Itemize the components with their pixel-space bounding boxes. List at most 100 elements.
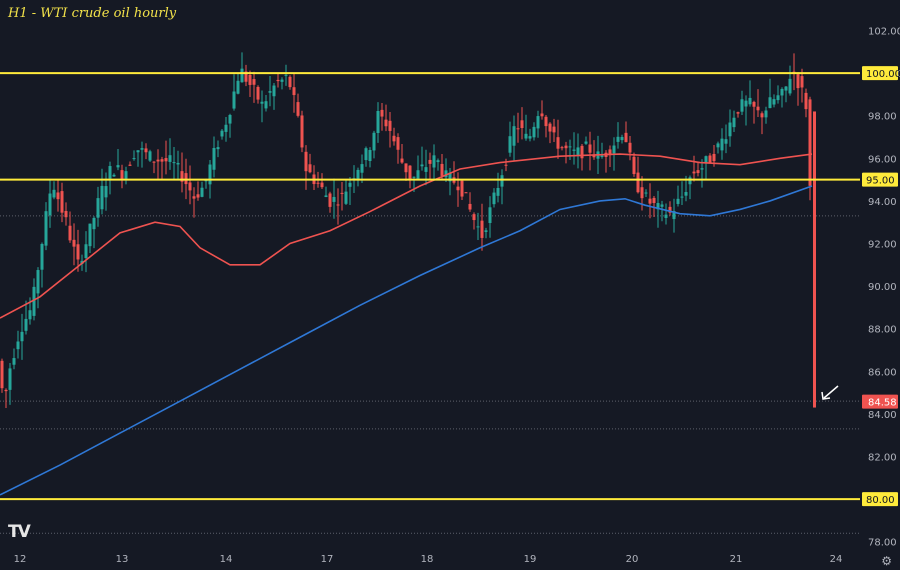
x-tick-label: 14	[220, 554, 233, 565]
candle-body	[380, 109, 384, 117]
candle-body	[12, 358, 16, 365]
candle-body	[512, 126, 516, 146]
candle-body	[360, 164, 364, 173]
candle-body	[236, 80, 240, 94]
candle-body	[580, 145, 584, 159]
candle-body	[524, 133, 528, 139]
candle-body	[148, 151, 152, 161]
tradingview-logo: TV	[8, 522, 31, 542]
candle-body	[560, 147, 564, 149]
candle-body	[712, 153, 716, 162]
candle-body	[728, 122, 732, 137]
candle-body	[112, 174, 116, 177]
candle-body	[692, 171, 696, 174]
candle-body	[32, 286, 36, 316]
last-price-tag-text: 84.58	[868, 398, 897, 409]
candle-body	[44, 211, 48, 246]
price-tags: 100.00 95.00 80.00 84.58	[862, 66, 900, 507]
candle-body	[400, 158, 404, 163]
candle-body	[292, 87, 296, 96]
candle-body	[808, 99, 812, 186]
candle-body	[420, 164, 424, 167]
candle-body	[744, 100, 748, 107]
x-tick-label: 21	[730, 554, 743, 565]
candle-body	[720, 138, 724, 151]
candle-body	[168, 155, 172, 162]
candle-body	[264, 101, 268, 109]
candle-body	[392, 135, 396, 142]
candle-body	[408, 165, 412, 179]
candle-body	[488, 207, 492, 224]
y-tick-label: 82.00	[868, 453, 897, 464]
candle-body	[56, 192, 60, 200]
candle-body	[252, 79, 256, 85]
candle-body	[480, 220, 484, 238]
level-price-tag-text: 80.00	[866, 495, 895, 506]
candle-body	[248, 74, 252, 85]
candle-body	[624, 132, 628, 143]
x-tick-label: 24	[830, 554, 843, 565]
candle-body	[280, 79, 284, 82]
candle-body	[364, 148, 368, 161]
candle-body	[600, 155, 604, 157]
level-price-tag	[862, 492, 898, 507]
candle-body	[132, 158, 136, 160]
candle-body	[756, 106, 760, 111]
y-tick-label: 92.00	[868, 240, 897, 251]
candle-body	[96, 198, 100, 218]
candle-body	[432, 155, 436, 168]
candle-body	[616, 136, 620, 142]
level-price-tag	[862, 172, 898, 187]
time-axis[interactable]: 12 13 14 17 18 19 20 21 24	[14, 554, 843, 565]
candle-body	[704, 156, 708, 164]
candle-body	[76, 244, 80, 260]
candle-body	[496, 187, 500, 196]
candle-body	[232, 91, 236, 109]
candle-body	[84, 244, 88, 258]
x-tick-label: 12	[14, 554, 27, 565]
candle-body	[212, 147, 216, 170]
candle-body	[296, 102, 300, 116]
candle-body	[500, 175, 504, 187]
candle-body	[748, 97, 752, 105]
x-tick-label: 18	[421, 554, 434, 565]
candle-body	[144, 148, 148, 153]
candle-body	[240, 68, 244, 83]
candle-body	[684, 192, 688, 196]
candle-body	[576, 147, 580, 155]
y-tick-label: 84.00	[868, 410, 897, 421]
candle-body	[308, 164, 312, 173]
candle-body	[160, 159, 164, 162]
candle-body	[348, 182, 352, 187]
candle-body	[516, 128, 520, 130]
candle-body	[288, 76, 292, 88]
candle-body	[316, 182, 320, 184]
candle-body	[384, 119, 388, 127]
y-tick-label: 102.00	[868, 27, 900, 38]
x-tick-label: 19	[524, 554, 537, 565]
candle-body	[40, 243, 44, 270]
candle-body	[464, 192, 468, 194]
candle-body	[104, 186, 108, 198]
candle-body	[468, 203, 472, 210]
settings-gear-icon[interactable]: ⚙	[881, 554, 892, 568]
candle-body	[592, 155, 596, 158]
last-price-tag	[862, 394, 898, 409]
candle-body	[708, 155, 712, 164]
candle-body	[772, 99, 776, 105]
candle-body	[300, 115, 304, 148]
candle-body	[152, 161, 156, 163]
candle-body	[620, 136, 624, 141]
candle-body	[36, 270, 40, 294]
moving-average-line	[0, 153, 813, 319]
arrow-annotation	[821, 385, 839, 400]
candle-body	[332, 196, 336, 202]
candle-body	[336, 204, 340, 206]
level-price-tag-text: 100.00	[866, 69, 900, 80]
candle-body	[796, 74, 800, 89]
candle-body	[388, 120, 392, 131]
candle-body	[776, 95, 780, 101]
dotted-levels	[0, 215, 860, 534]
candle-body	[424, 167, 428, 172]
